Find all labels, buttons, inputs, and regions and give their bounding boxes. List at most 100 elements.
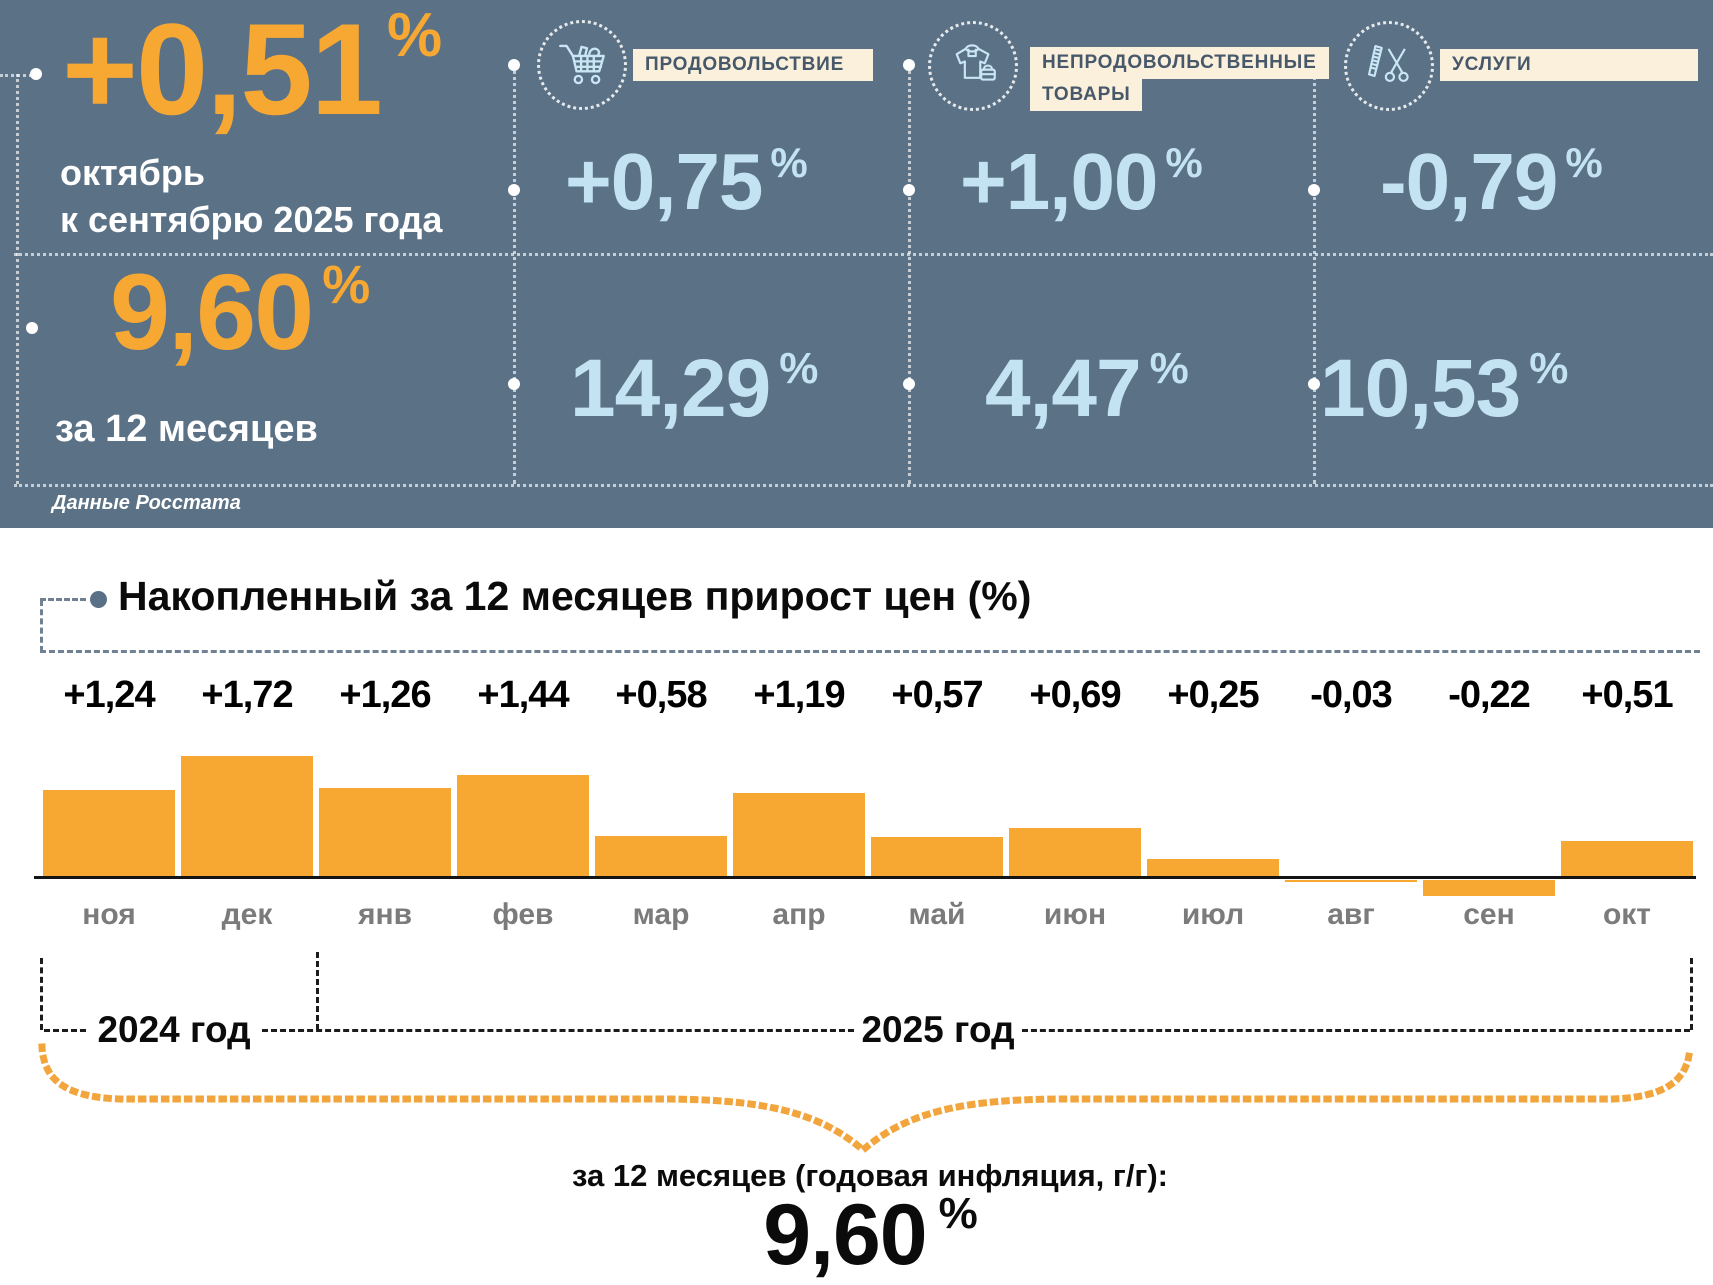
month-label: окт — [1602, 898, 1652, 931]
services-category-label: УСЛУГИ — [1440, 49, 1698, 81]
scissors-comb-icon — [1367, 44, 1409, 83]
chart-bar — [1285, 880, 1417, 882]
year-bracket-dash — [1690, 958, 1693, 1030]
chart-title: Накопленный за 12 месяцев прирост цен (%… — [118, 573, 1032, 619]
chart-bar — [319, 788, 451, 877]
food-annual-value: 14,29% — [570, 343, 818, 434]
month-label: ноя — [82, 898, 136, 931]
year-2025-label: 2025 год — [861, 1009, 1015, 1050]
nonfood-category-label: НЕПРОДОВОЛЬСТВЕННЫЕ ТОВАРЫ — [1030, 47, 1329, 111]
month-label: янв — [357, 898, 413, 931]
title-box-dash — [40, 650, 1700, 653]
month-label: мар — [632, 898, 690, 931]
bar-value-label: -0,22 — [1448, 674, 1531, 716]
chart-bar — [43, 790, 175, 877]
bar-value-label: -0,03 — [1310, 674, 1393, 716]
year-bracket-dash — [40, 958, 43, 1030]
nonfood-icon-circle — [928, 21, 1018, 111]
month-label: июл — [1181, 898, 1245, 931]
chart-bar — [181, 756, 313, 877]
month-label: фев — [492, 898, 554, 931]
connector-dot — [903, 184, 915, 196]
percent-sign: % — [1165, 139, 1202, 186]
shopping-cart-icon — [559, 44, 605, 85]
bar-value-label: +0,69 — [1029, 674, 1121, 716]
title-connector-dash — [40, 598, 86, 601]
bar-value-label: +0,25 — [1167, 674, 1259, 716]
month-label: дек — [221, 898, 273, 931]
monthly-inflation-value: +0,51% — [62, 0, 443, 142]
percent-sign: % — [1565, 139, 1602, 186]
chart-bar — [595, 836, 727, 877]
chart-bar — [1423, 880, 1555, 896]
food-icon-circle — [537, 20, 627, 110]
connector-line — [908, 64, 911, 484]
connector-line — [1313, 64, 1316, 484]
bar-value-label: +0,58 — [615, 674, 707, 716]
annual-inflation-value: 9,60% — [110, 251, 371, 372]
percent-sign: % — [386, 1, 443, 70]
month-label: сен — [1463, 898, 1515, 931]
connector-line — [16, 74, 19, 484]
chart-bar — [1009, 828, 1141, 877]
percent-sign: % — [779, 344, 818, 393]
month-label: авг — [1327, 898, 1375, 931]
chart-bar — [1147, 859, 1279, 877]
month-label: апр — [772, 898, 826, 931]
food-category-label: ПРОДОВОЛЬСТВИЕ — [633, 49, 873, 81]
bar-value-label: +0,51 — [1581, 674, 1673, 716]
month-label: июн — [1043, 898, 1107, 931]
connector-line — [14, 253, 1713, 256]
year-2024-label: 2024 год — [97, 1009, 251, 1050]
connector-dot — [903, 378, 915, 390]
year-bracket-dash — [316, 952, 319, 1030]
annual-inflation-note: за 12 месяцев (годовая инфляция, г/г): — [572, 1158, 1168, 1193]
bar-value-label: +1,19 — [753, 674, 845, 716]
annual-inflation-caption: за 12 месяцев — [55, 408, 318, 450]
clothing-bag-icon — [955, 44, 996, 81]
header-panel: +0,51% октябрь к сентябрю 2025 года 9,60… — [0, 0, 1713, 528]
bar-value-label: +1,26 — [339, 674, 431, 716]
connector-dot — [903, 59, 915, 71]
connector-dot — [26, 322, 38, 334]
connector-dot — [30, 68, 42, 80]
month-label: май — [908, 898, 966, 931]
services-monthly-value: -0,79% — [1380, 137, 1603, 226]
nonfood-monthly-value: +1,00% — [960, 137, 1203, 226]
connector-line — [14, 484, 1713, 487]
connector-dot — [508, 184, 520, 196]
chart-bar — [733, 793, 865, 877]
bar-value-label: +1,24 — [63, 674, 155, 716]
year-bracket-dash — [44, 1029, 86, 1032]
data-source-note: Данные Росстата — [52, 492, 241, 514]
connector-dot — [1308, 184, 1320, 196]
percent-sign: % — [770, 139, 807, 186]
year-bracket-dash — [262, 1029, 854, 1032]
annual-inflation-big-value: 9,60% — [763, 1187, 978, 1283]
services-annual-value: 10,53% — [1320, 343, 1568, 434]
annual-brace — [38, 1043, 1694, 1155]
bar-value-label: +1,44 — [477, 674, 569, 716]
title-box-dash — [40, 600, 43, 652]
services-icon-circle — [1344, 21, 1434, 111]
nonfood-annual-value: 4,47% — [985, 343, 1189, 434]
connector-dot — [1308, 378, 1320, 390]
chart-bar — [1561, 841, 1693, 877]
bar-value-label: +1,72 — [201, 674, 293, 716]
chart-bar — [871, 837, 1003, 877]
year-bracket-dash — [1022, 1029, 1690, 1032]
title-bullet — [90, 591, 107, 608]
percent-sign: % — [322, 255, 371, 315]
food-monthly-value: +0,75% — [565, 137, 808, 226]
percent-sign: % — [1529, 344, 1568, 393]
chart-baseline — [34, 876, 1696, 879]
connector-dot — [508, 59, 520, 71]
connector-line — [513, 64, 516, 484]
connector-dot — [508, 378, 520, 390]
percent-sign: % — [938, 1189, 978, 1238]
bar-value-label: +0,57 — [891, 674, 983, 716]
chart-bar — [457, 775, 589, 877]
percent-sign: % — [1149, 344, 1189, 393]
monthly-inflation-caption: октябрь к сентябрю 2025 года — [60, 152, 443, 240]
